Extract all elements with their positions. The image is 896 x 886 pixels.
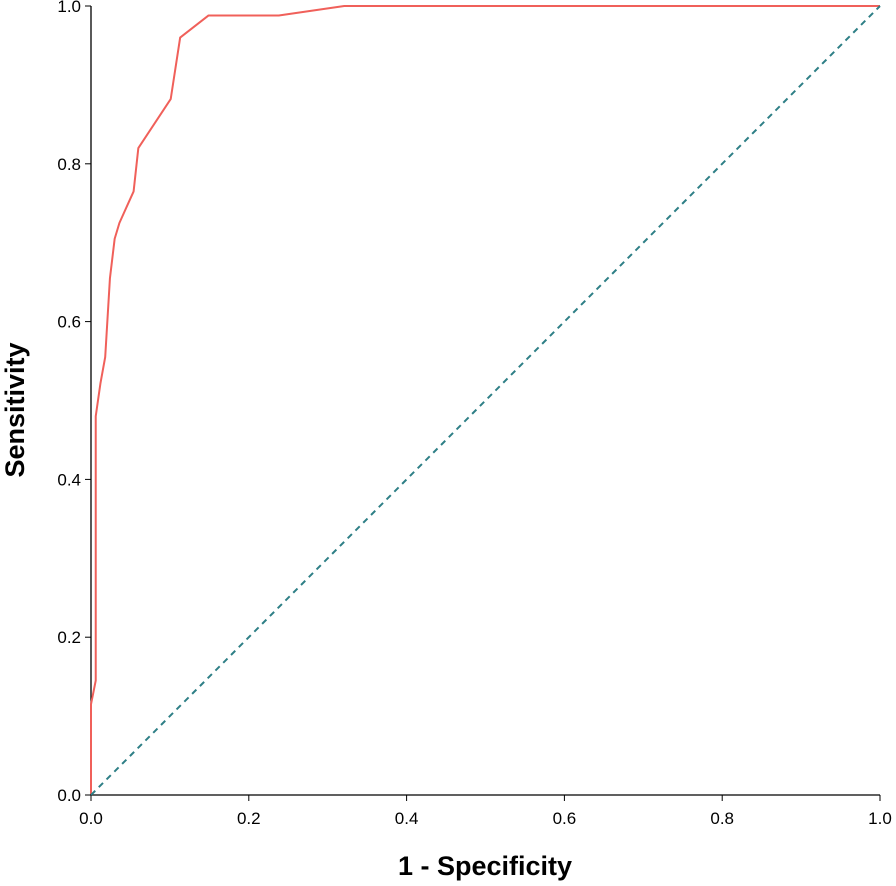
x-tick-label: 0.0 [79,809,103,828]
y-axis-title: Sensitivity [0,342,30,477]
roc-curve-line [90,5,880,795]
x-axis-ticks: 0.0 0.2 0.4 0.6 0.8 1.0 [79,795,892,828]
x-tick-label: 1.0 [868,809,892,828]
y-tick-label: 0.0 [57,786,81,805]
x-axis-title: 1 - Specificity [398,851,572,881]
y-tick-label: 0.2 [57,628,81,647]
x-tick-label: 0.2 [237,809,261,828]
y-tick-label: 0.4 [57,470,81,489]
y-tick-label: 1.0 [57,0,81,16]
y-tick-label: 0.8 [57,155,81,174]
y-tick-label: 0.6 [57,313,81,332]
x-tick-label: 0.8 [710,809,734,828]
plot-area [90,5,881,796]
reference-diagonal-line [90,5,881,796]
y-axis-ticks: 0.0 0.2 0.4 0.6 0.8 1.0 [57,0,91,805]
x-tick-label: 0.4 [395,809,419,828]
x-tick-label: 0.6 [553,809,577,828]
